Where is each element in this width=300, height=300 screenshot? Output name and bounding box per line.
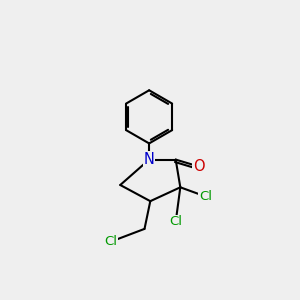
Text: N: N	[144, 152, 154, 167]
Text: Cl: Cl	[199, 190, 212, 203]
Text: Cl: Cl	[104, 235, 118, 248]
Text: Cl: Cl	[169, 215, 182, 229]
Text: O: O	[193, 159, 205, 174]
